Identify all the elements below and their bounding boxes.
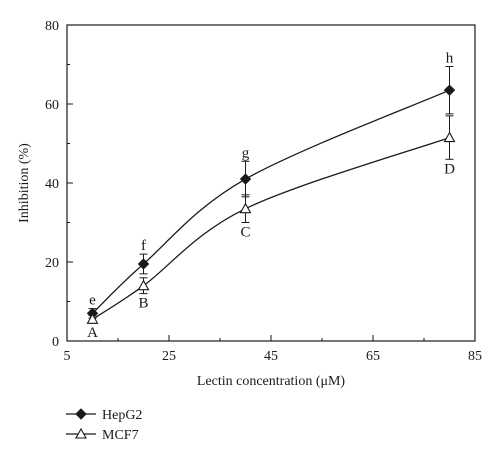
x-tick-label: 25: [162, 349, 176, 364]
y-tick-label: 20: [45, 256, 59, 271]
plot-frame: [66, 24, 476, 342]
y-axis-title: Inhibition (%): [17, 143, 32, 223]
data-point: [239, 173, 252, 185]
data-point: [443, 84, 456, 96]
legend-item: HepG2: [66, 408, 142, 423]
significance-letter: B: [138, 296, 148, 312]
data-point: [86, 313, 99, 324]
x-axis-title: Lectin concentration (μM): [197, 374, 346, 389]
legend-label: MCF7: [102, 428, 139, 443]
data-point: [239, 202, 252, 214]
significance-letter: A: [87, 325, 98, 341]
significance-letter: f: [141, 238, 146, 254]
significance-letter: e: [89, 293, 96, 309]
significance-letter: h: [446, 50, 454, 66]
x-tick-label: 85: [468, 349, 482, 364]
y-tick-label: 0: [52, 335, 59, 350]
legend-item: MCF7: [66, 427, 139, 443]
x-tick-label: 5: [64, 349, 71, 364]
y-tick-label: 40: [45, 177, 59, 192]
series-line: [92, 136, 450, 320]
data-point: [75, 427, 87, 439]
series-HepG2: e f g h: [86, 50, 456, 320]
series-layer: e f g h A B C D: [86, 50, 456, 341]
legend-label: HepG2: [102, 408, 142, 423]
significance-letter: D: [444, 161, 455, 177]
data-point: [137, 258, 150, 270]
legend: HepG2 MCF7: [66, 408, 142, 443]
x-tick-label: 45: [264, 349, 278, 364]
series-MCF7: A B C D: [86, 115, 456, 341]
x-axis: 5 25 45 65 85: [64, 335, 482, 364]
y-tick-label: 60: [45, 98, 59, 113]
data-point: [443, 131, 456, 143]
y-axis: 0 20 40 60 80: [45, 19, 73, 350]
y-tick-label: 80: [45, 19, 59, 34]
x-tick-label: 65: [366, 349, 380, 364]
series-line: [92, 89, 450, 314]
significance-letter: C: [240, 225, 250, 241]
significance-letter: g: [242, 145, 250, 161]
data-point: [137, 279, 150, 291]
data-point: [75, 408, 87, 420]
